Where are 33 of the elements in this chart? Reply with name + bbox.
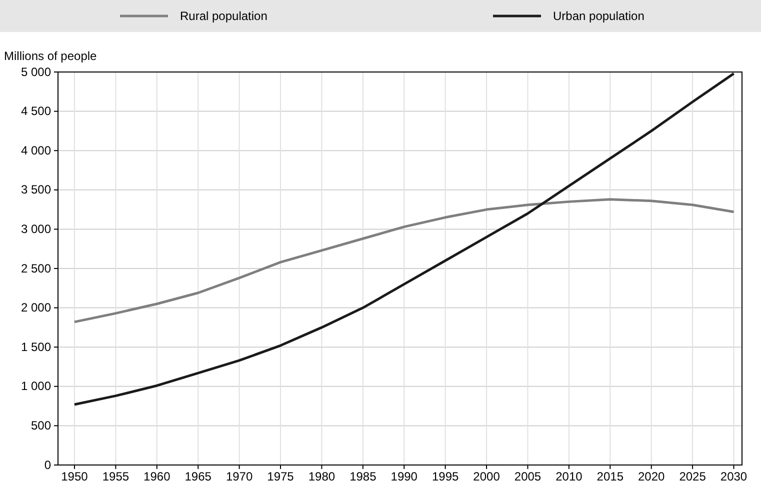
x-tick-label: 2020 <box>638 470 666 484</box>
legend-label: Rural population <box>180 9 268 23</box>
y-tick-label: 3 000 <box>20 222 52 236</box>
y-tick-label: 2 000 <box>20 300 52 315</box>
x-tick-label: 1980 <box>308 470 336 484</box>
x-tick-label: 1995 <box>432 470 459 484</box>
y-tick-label: 1 500 <box>20 340 52 354</box>
x-tick-label: 2000 <box>473 470 500 484</box>
line-series <box>73 72 736 406</box>
legend-label: Urban population <box>553 9 644 23</box>
y-tick-label: 500 <box>30 418 52 433</box>
x-tick-label: 1955 <box>102 470 130 484</box>
y-axis-title: Millions of people <box>4 49 98 63</box>
line-series <box>73 198 736 324</box>
x-tick-label: 1960 <box>144 470 171 484</box>
x-tick-label: 2015 <box>596 470 624 484</box>
y-tick-label: 0 <box>44 458 52 472</box>
x-tick-label: 2030 <box>720 470 748 484</box>
x-tick-label: 1970 <box>226 470 253 484</box>
x-tick-label: 2005 <box>514 470 542 484</box>
y-tick-label: 3 500 <box>20 182 52 197</box>
x-tick-label: 2010 <box>556 470 583 484</box>
x-tick-label: 1990 <box>390 470 418 484</box>
x-tick-label: 1985 <box>350 470 377 484</box>
y-tick-label: 1 000 <box>20 379 52 394</box>
y-tick-label: 5 000 <box>20 64 52 79</box>
x-tick-label: 1965 <box>184 470 212 484</box>
y-tick-label: 4 000 <box>20 143 52 158</box>
x-tick-label: 2025 <box>679 470 706 484</box>
x-tick-label: 1950 <box>61 470 88 484</box>
y-tick-label: 4 500 <box>20 104 52 118</box>
x-tick-label: 1975 <box>267 470 294 484</box>
y-tick-label: 2 500 <box>20 261 52 276</box>
